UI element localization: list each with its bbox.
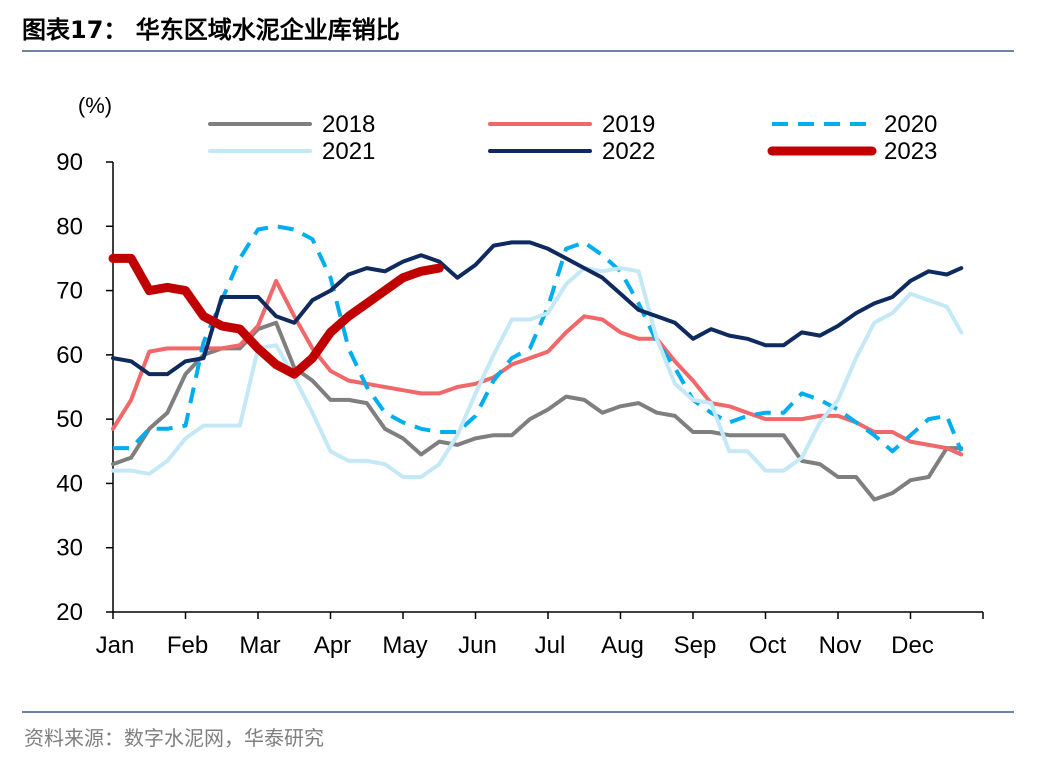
series-line-2023 [108, 253, 444, 379]
legend-label-2021: 2021 [322, 138, 375, 165]
series-line-2018 [111, 320, 964, 502]
series-line-2022 [111, 240, 964, 377]
x-tick-label: Apr [314, 632, 351, 659]
legend-label-2020: 2020 [884, 111, 937, 138]
y-tick-label: 90 [56, 149, 83, 176]
series-lines [108, 224, 964, 502]
series-line-2019 [111, 278, 964, 457]
chart-axes [106, 161, 984, 619]
footer-divider [22, 711, 1014, 713]
x-tick-label: Feb [167, 632, 208, 659]
y-tick-label: 30 [56, 535, 83, 562]
legend-label-2018: 2018 [322, 111, 375, 138]
y-tick-label: 60 [56, 342, 83, 369]
y-axis-unit-label: (%) [78, 93, 112, 118]
line-chart: 20 30 40 50 60 70 80 90 Jan Feb Mar Apr May Jun Jul Au… [56, 93, 984, 659]
y-tick-label: 80 [56, 213, 83, 240]
y-tick-label: 20 [56, 599, 83, 626]
source-note: 资料来源：数字水泥网，华泰研究 [24, 726, 324, 750]
x-tick-labels: Jan Feb Mar Apr May Jun Jul Aug Sep Oct Nov Dec [96, 632, 934, 659]
x-tick-label: Dec [891, 632, 934, 659]
series-line-2020 [113, 224, 964, 454]
x-tick-label: Nov [819, 632, 862, 659]
legend-label-2019: 2019 [602, 111, 655, 138]
x-tick-label: Jun [458, 632, 497, 659]
y-tick-label: 40 [56, 470, 83, 497]
chart-legend: 2018 2019 2020 2021 2022 2023 [208, 111, 937, 165]
y-tick-labels: 20 30 40 50 60 70 80 90 [56, 149, 83, 626]
x-tick-label: Jan [96, 632, 135, 659]
legend-label-2023: 2023 [884, 138, 937, 165]
legend-label-2022: 2022 [602, 138, 655, 165]
chart-title: 图表17： 华东区域水泥企业库销比 [22, 16, 400, 44]
x-tick-label: Mar [239, 632, 280, 659]
series-line-2021 [111, 266, 964, 479]
x-tick-label: Jul [535, 632, 566, 659]
title-divider [22, 50, 1014, 52]
x-tick-label: Oct [749, 632, 787, 659]
y-tick-label: 70 [56, 278, 83, 305]
x-tick-label: May [382, 632, 427, 659]
x-tick-label: Aug [601, 632, 644, 659]
x-tick-label: Sep [674, 632, 717, 659]
y-tick-label: 50 [56, 406, 83, 433]
